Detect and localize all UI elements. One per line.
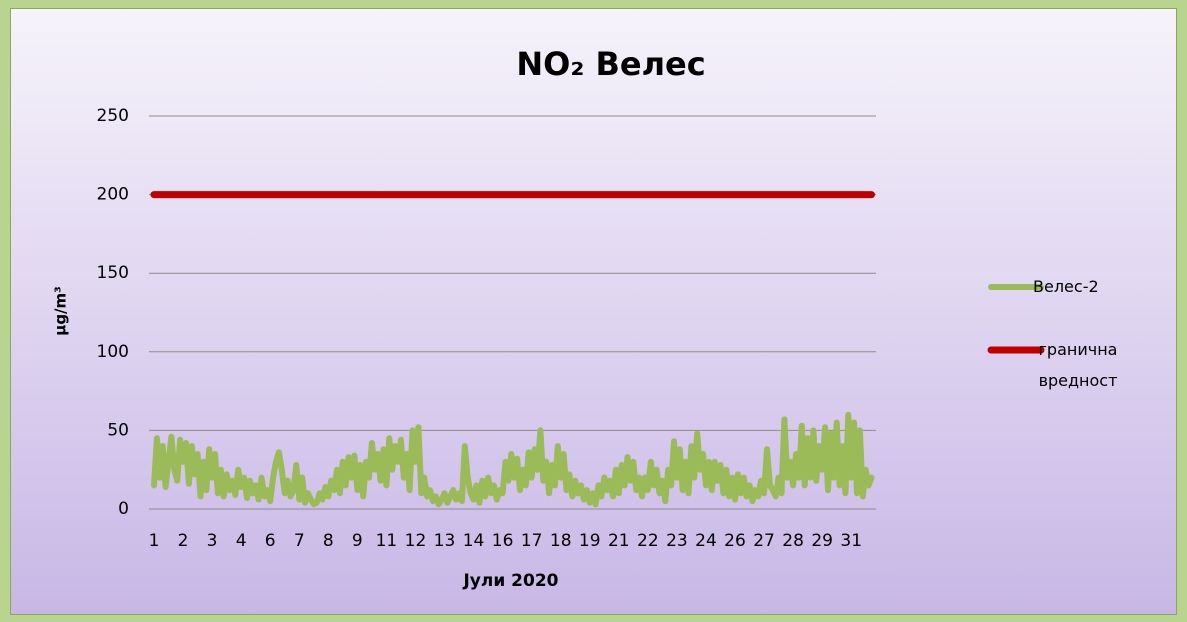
x-tick-label: 29 [811, 531, 833, 551]
chart-area: NO₂ Велес Јули 2020 µg/m³ 0 50 100 150 200 25… [10, 8, 1177, 615]
y-tick-label: 150 [97, 263, 129, 283]
chart: NO₂ Велес Јули 2020 µg/m³ 0 50 100 150 200 25… [52, 45, 1045, 591]
legend-label: гранична вредност [1038, 340, 1118, 390]
x-tick-label: 8 [323, 531, 334, 551]
chart-title: NO₂ Велес [516, 45, 705, 83]
x-tick-label: 13 [434, 531, 456, 551]
y-axis-label: µg/m³ [52, 286, 70, 335]
x-tick-label: 26 [724, 531, 746, 551]
x-tick-label: 19 [579, 531, 601, 551]
y-tick-label: 0 [118, 499, 129, 519]
x-tick-label: 23 [666, 531, 688, 551]
x-tick-label: 14 [463, 531, 485, 551]
x-axis-label: Јули 2020 [462, 571, 558, 591]
x-tick-label: 21 [608, 531, 630, 551]
data-line [151, 411, 875, 508]
x-tick-label: 31 [840, 531, 862, 551]
legend-label: Велес-2 [1033, 277, 1099, 296]
x-tick-label: 4 [236, 531, 247, 551]
x-tick-label: 28 [782, 531, 804, 551]
x-tick-label: 18 [550, 531, 572, 551]
x-tick-label: 11 [376, 531, 398, 551]
x-tick-label: 6 [265, 531, 276, 551]
x-tick-label: 16 [492, 531, 514, 551]
x-tick-label: 7 [294, 531, 305, 551]
y-tick-label: 200 [97, 185, 129, 205]
x-tick-label: 9 [352, 531, 363, 551]
y-tick-label: 50 [107, 420, 129, 440]
y-tick-label: 250 [97, 106, 129, 126]
x-tick-label: 1 [149, 531, 160, 551]
x-tick-label: 24 [695, 531, 717, 551]
x-tick-label: 12 [405, 531, 427, 551]
x-tick-label: 27 [753, 531, 775, 551]
x-tick-label: 17 [521, 531, 543, 551]
y-tick-label: 100 [97, 342, 129, 362]
x-tick-label: 22 [637, 531, 659, 551]
x-tick-label: 3 [207, 531, 218, 551]
x-tick-label: 2 [178, 531, 189, 551]
